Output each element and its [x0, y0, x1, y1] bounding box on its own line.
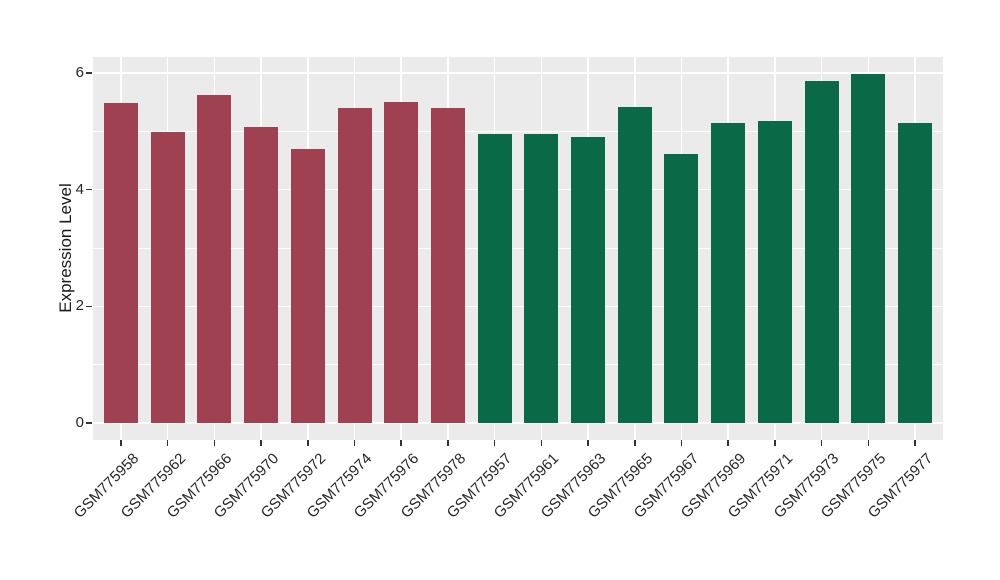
bar: [897, 122, 932, 423]
y-axis-tick: [86, 305, 92, 308]
y-axis-tick: [86, 72, 92, 74]
x-axis-tick: [260, 440, 262, 446]
bar: [290, 149, 325, 423]
x-axis-tick: [353, 440, 356, 446]
bar: [804, 80, 839, 423]
gridline-major: [93, 72, 943, 74]
bar: [617, 107, 652, 423]
gridline-minor: [93, 247, 943, 249]
gridline-major: [93, 422, 943, 424]
x-axis-tick: [820, 440, 823, 446]
x-axis-tick: [307, 440, 309, 446]
x-axis-tick: [634, 440, 636, 446]
y-tick-label: 4: [75, 180, 84, 198]
bar: [664, 153, 699, 423]
y-tick-label: 2: [75, 297, 84, 315]
x-axis-tick: [587, 440, 589, 446]
bar: [244, 127, 279, 423]
x-axis-tick: [120, 440, 122, 446]
x-axis-tick: [166, 440, 169, 446]
x-axis-tick: [540, 440, 543, 446]
plot-panel: [93, 57, 943, 440]
bar: [430, 108, 465, 423]
bar: [197, 94, 232, 423]
x-axis-tick: [213, 440, 216, 446]
x-axis-tick: [680, 440, 683, 446]
y-axis-tick: [86, 422, 92, 424]
x-axis-tick: [774, 440, 776, 446]
y-axis-tick: [86, 188, 92, 191]
y-axis-title: Expression Level: [56, 183, 75, 313]
y-tick-label: 6: [75, 64, 84, 82]
gridline-minor: [93, 130, 943, 132]
bar: [384, 101, 419, 423]
bar: [851, 74, 886, 423]
x-axis-tick: [867, 440, 870, 446]
bar: [571, 136, 606, 423]
bar: [150, 131, 185, 423]
x-axis-tick: [493, 440, 496, 446]
bar: [104, 103, 139, 423]
bar: [524, 133, 559, 423]
x-axis-tick: [914, 440, 916, 446]
y-tick-label: 0: [75, 414, 84, 431]
x-axis-tick: [400, 440, 402, 446]
bar: [337, 108, 372, 423]
gridline-major: [93, 305, 943, 308]
gridline-major: [93, 188, 943, 191]
bar: [477, 134, 512, 423]
bar: [711, 123, 746, 423]
x-axis-tick: [727, 440, 729, 446]
gridline-minor: [93, 364, 943, 366]
bar: [757, 121, 792, 423]
x-axis-tick: [447, 440, 449, 446]
